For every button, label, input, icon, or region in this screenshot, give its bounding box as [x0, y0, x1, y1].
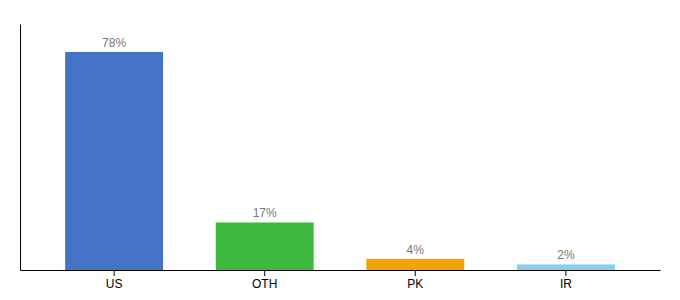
x-tick-mark [264, 270, 265, 276]
bars [65, 52, 615, 270]
data-labels: 78% 17% 4% 2% [102, 36, 575, 262]
x-tick-label: US [106, 277, 123, 291]
x-tick: OTH [252, 270, 277, 291]
data-label: 4% [407, 243, 425, 257]
chart-svg: 78% 17% 4% 2% US OTH PK IR [0, 0, 680, 300]
x-tick-mark [114, 270, 115, 276]
y-axis [20, 25, 21, 271]
x-tick-label: IR [560, 277, 572, 291]
data-label: 2% [557, 248, 575, 262]
x-tick-label: OTH [252, 277, 277, 291]
x-tick-label: PK [407, 277, 423, 291]
chart-container: 78% 17% 4% 2% US OTH PK IR [0, 0, 680, 300]
x-tick: PK [407, 270, 423, 291]
x-tick: IR [560, 270, 572, 291]
bar [366, 259, 464, 270]
plot-area: 78% 17% 4% 2% US OTH PK IR [21, 25, 661, 291]
x-axis: US OTH PK IR [21, 270, 661, 291]
bar [517, 264, 615, 270]
y-axis-line [20, 25, 21, 271]
x-tick-mark [565, 270, 566, 276]
x-axis-line [21, 270, 661, 271]
bar [216, 222, 314, 270]
data-label: 17% [253, 206, 277, 220]
data-label: 78% [102, 36, 126, 50]
x-tick: US [106, 270, 123, 291]
x-tick-mark [415, 270, 416, 276]
bar [65, 52, 163, 270]
